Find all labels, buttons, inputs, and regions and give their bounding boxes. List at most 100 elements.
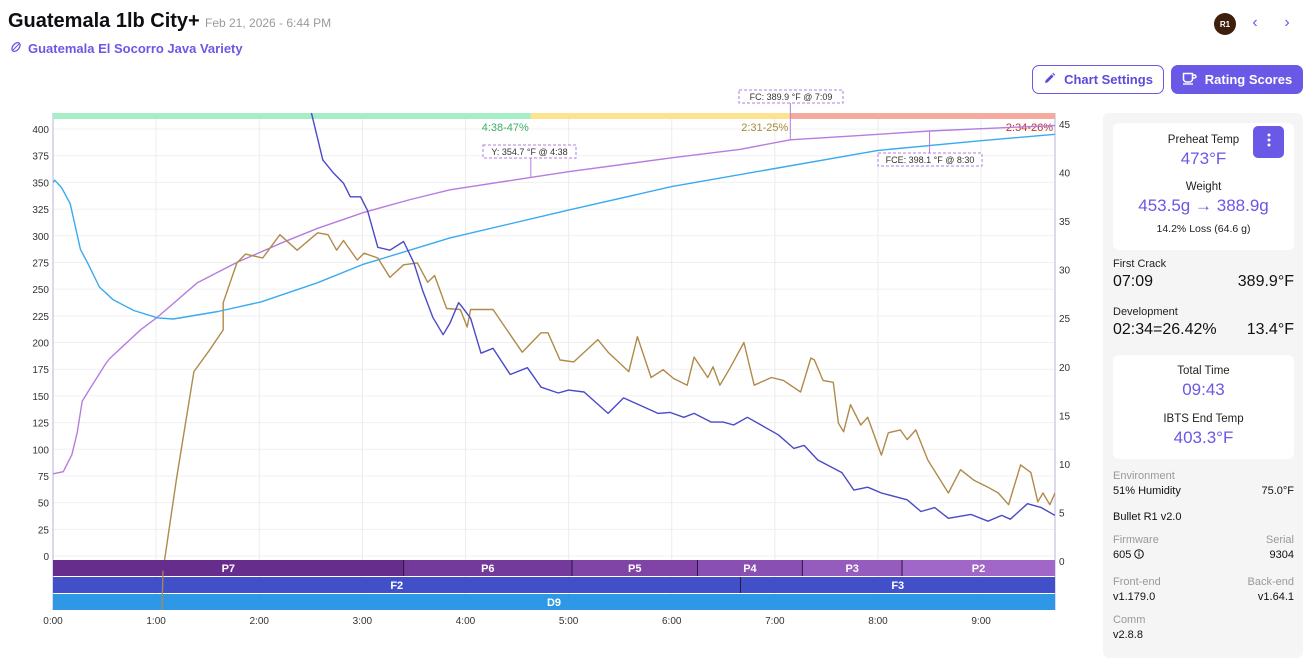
weight-label: Weight bbox=[1185, 181, 1222, 193]
x-tick-label: 5:00 bbox=[559, 616, 579, 627]
roast-chart[interactable]: 0255075100125150175200225250275300325350… bbox=[0, 80, 1100, 664]
environment-temp: 75.0°F bbox=[1261, 485, 1294, 497]
y-right-tick-label: 15 bbox=[1059, 411, 1071, 422]
weight-in: 453.5g bbox=[1138, 196, 1191, 215]
first-crack-temp: 389.9°F bbox=[1237, 273, 1294, 290]
x-tick-label: 2:00 bbox=[250, 616, 270, 627]
band-segment-f2 bbox=[53, 577, 741, 593]
band-segment-p2 bbox=[902, 560, 1055, 576]
phase-strip-maillard bbox=[530, 113, 791, 119]
band-segment-p7 bbox=[53, 560, 404, 576]
y-left-tick-label: 400 bbox=[32, 125, 49, 136]
phase-label-development: 2:34-26% bbox=[1006, 122, 1053, 134]
x-tick-label: 9:00 bbox=[971, 616, 991, 627]
firmware-value: 605 bbox=[1113, 549, 1132, 561]
firmware-value-wrap: 605 bbox=[1113, 549, 1145, 562]
band-label: P4 bbox=[743, 563, 757, 575]
x-tick-label: 8:00 bbox=[868, 616, 888, 627]
phase-label-maillard: 2:31-25% bbox=[741, 122, 788, 134]
band-segment-p3 bbox=[802, 560, 903, 576]
chevron-right-icon[interactable]: › bbox=[1284, 14, 1290, 31]
y-left-tick-label: 25 bbox=[38, 525, 50, 536]
pencil-icon bbox=[1043, 72, 1056, 88]
chart-settings-label: Chart Settings bbox=[1064, 72, 1153, 87]
phase-strip-drying bbox=[53, 113, 531, 119]
cup-icon bbox=[1182, 72, 1197, 88]
first-crack-label: First Crack bbox=[1113, 258, 1167, 270]
phase-strip-development bbox=[790, 113, 1055, 119]
bean-link[interactable]: Guatemala El Socorro Java Variety bbox=[10, 41, 243, 56]
serial-label: Serial bbox=[1265, 534, 1294, 546]
band-segment-d9 bbox=[53, 594, 1055, 610]
total-time-value: 09:43 bbox=[1182, 380, 1225, 399]
band-label: F3 bbox=[891, 580, 904, 592]
y-left-tick-label: 100 bbox=[32, 445, 49, 456]
band-label: F2 bbox=[390, 580, 403, 592]
chart-settings-button[interactable]: Chart Settings bbox=[1032, 65, 1164, 94]
band-label: P2 bbox=[972, 563, 985, 575]
band-label: P7 bbox=[222, 563, 235, 575]
first-crack-row: 07:09 389.9°F bbox=[1113, 273, 1294, 291]
band-segment-f3 bbox=[740, 577, 1055, 593]
y-left-tick-label: 125 bbox=[32, 419, 49, 430]
weight-out: 388.9g bbox=[1216, 196, 1269, 215]
more-options-button[interactable] bbox=[1253, 126, 1284, 158]
total-time-card: Total Time 09:43 IBTS End Temp 403.3°F bbox=[1113, 355, 1294, 459]
weight-values: 453.5g → 388.9g bbox=[1113, 196, 1294, 216]
y-right-tick-label: 10 bbox=[1059, 460, 1071, 471]
preheat-label: Preheat Temp bbox=[1167, 134, 1240, 146]
y-right-tick-label: 45 bbox=[1059, 120, 1071, 131]
band-segment-p5 bbox=[572, 560, 698, 576]
y-right-tick-label: 20 bbox=[1059, 363, 1071, 374]
frontend-label: Front-end bbox=[1113, 576, 1161, 588]
info-icon[interactable] bbox=[1134, 549, 1145, 562]
serial-value: 9304 bbox=[1269, 549, 1294, 561]
development-label: Development bbox=[1113, 306, 1178, 318]
y-left-tick-label: 275 bbox=[32, 258, 49, 269]
y-left-tick-label: 175 bbox=[32, 365, 49, 376]
development-temp: 13.4°F bbox=[1246, 321, 1294, 338]
y-right-tick-label: 40 bbox=[1059, 169, 1071, 180]
development-value: 02:34=26.42% bbox=[1113, 321, 1217, 338]
ibts-label: IBTS End Temp bbox=[1163, 413, 1244, 425]
rating-scores-button[interactable]: Rating Scores bbox=[1171, 65, 1303, 94]
x-tick-label: 4:00 bbox=[456, 616, 476, 627]
comm-value: v2.8.8 bbox=[1113, 629, 1143, 641]
preheat-weight-card: Preheat Temp 473°F Weight 453.5g → 388.9… bbox=[1113, 123, 1294, 250]
y-left-tick-label: 50 bbox=[38, 499, 50, 510]
frontend-value: v1.179.0 bbox=[1113, 591, 1156, 603]
y-left-tick-label: 350 bbox=[32, 178, 49, 189]
x-tick-label: 0:00 bbox=[43, 616, 63, 627]
y-left-tick-label: 150 bbox=[32, 392, 49, 403]
series-line-ror-tail bbox=[161, 570, 164, 611]
y-left-tick-label: 225 bbox=[32, 312, 49, 323]
kebab-icon bbox=[1267, 133, 1271, 152]
x-tick-label: 7:00 bbox=[765, 616, 785, 627]
roast-date: Feb 21, 2026 - 6:44 PM bbox=[205, 16, 332, 30]
backend-label: Back-end bbox=[1247, 576, 1294, 588]
annotation-box bbox=[877, 152, 983, 167]
y-left-tick-label: 300 bbox=[32, 232, 49, 243]
series-line-bean-temp bbox=[53, 124, 1055, 475]
arrow-right-icon: → bbox=[1195, 196, 1212, 215]
phase-label-drying: 4:38-47% bbox=[482, 122, 529, 134]
series-line-ror bbox=[163, 232, 1055, 560]
avatar[interactable]: R1 bbox=[1214, 13, 1236, 35]
band-label: P6 bbox=[481, 563, 494, 575]
machine-model: Bullet R1 v2.0 bbox=[1113, 511, 1182, 523]
y-right-tick-label: 25 bbox=[1059, 314, 1071, 325]
y-right-tick-label: 30 bbox=[1059, 266, 1071, 277]
total-time-label: Total Time bbox=[1177, 365, 1230, 377]
bean-name: Guatemala El Socorro Java Variety bbox=[28, 41, 243, 56]
environment-label: Environment bbox=[1113, 470, 1175, 482]
chevron-left-icon[interactable]: ‹ bbox=[1252, 14, 1258, 31]
backend-value: v1.64.1 bbox=[1257, 591, 1294, 603]
band-segment-p6 bbox=[403, 560, 573, 576]
development-label-row: Development bbox=[1113, 306, 1294, 318]
leaf-icon bbox=[10, 41, 22, 56]
rating-scores-label: Rating Scores bbox=[1204, 72, 1293, 87]
y-left-tick-label: 375 bbox=[32, 152, 49, 163]
band-label: P3 bbox=[845, 563, 858, 575]
band-segment-p4 bbox=[697, 560, 803, 576]
y-left-tick-label: 200 bbox=[32, 339, 49, 350]
